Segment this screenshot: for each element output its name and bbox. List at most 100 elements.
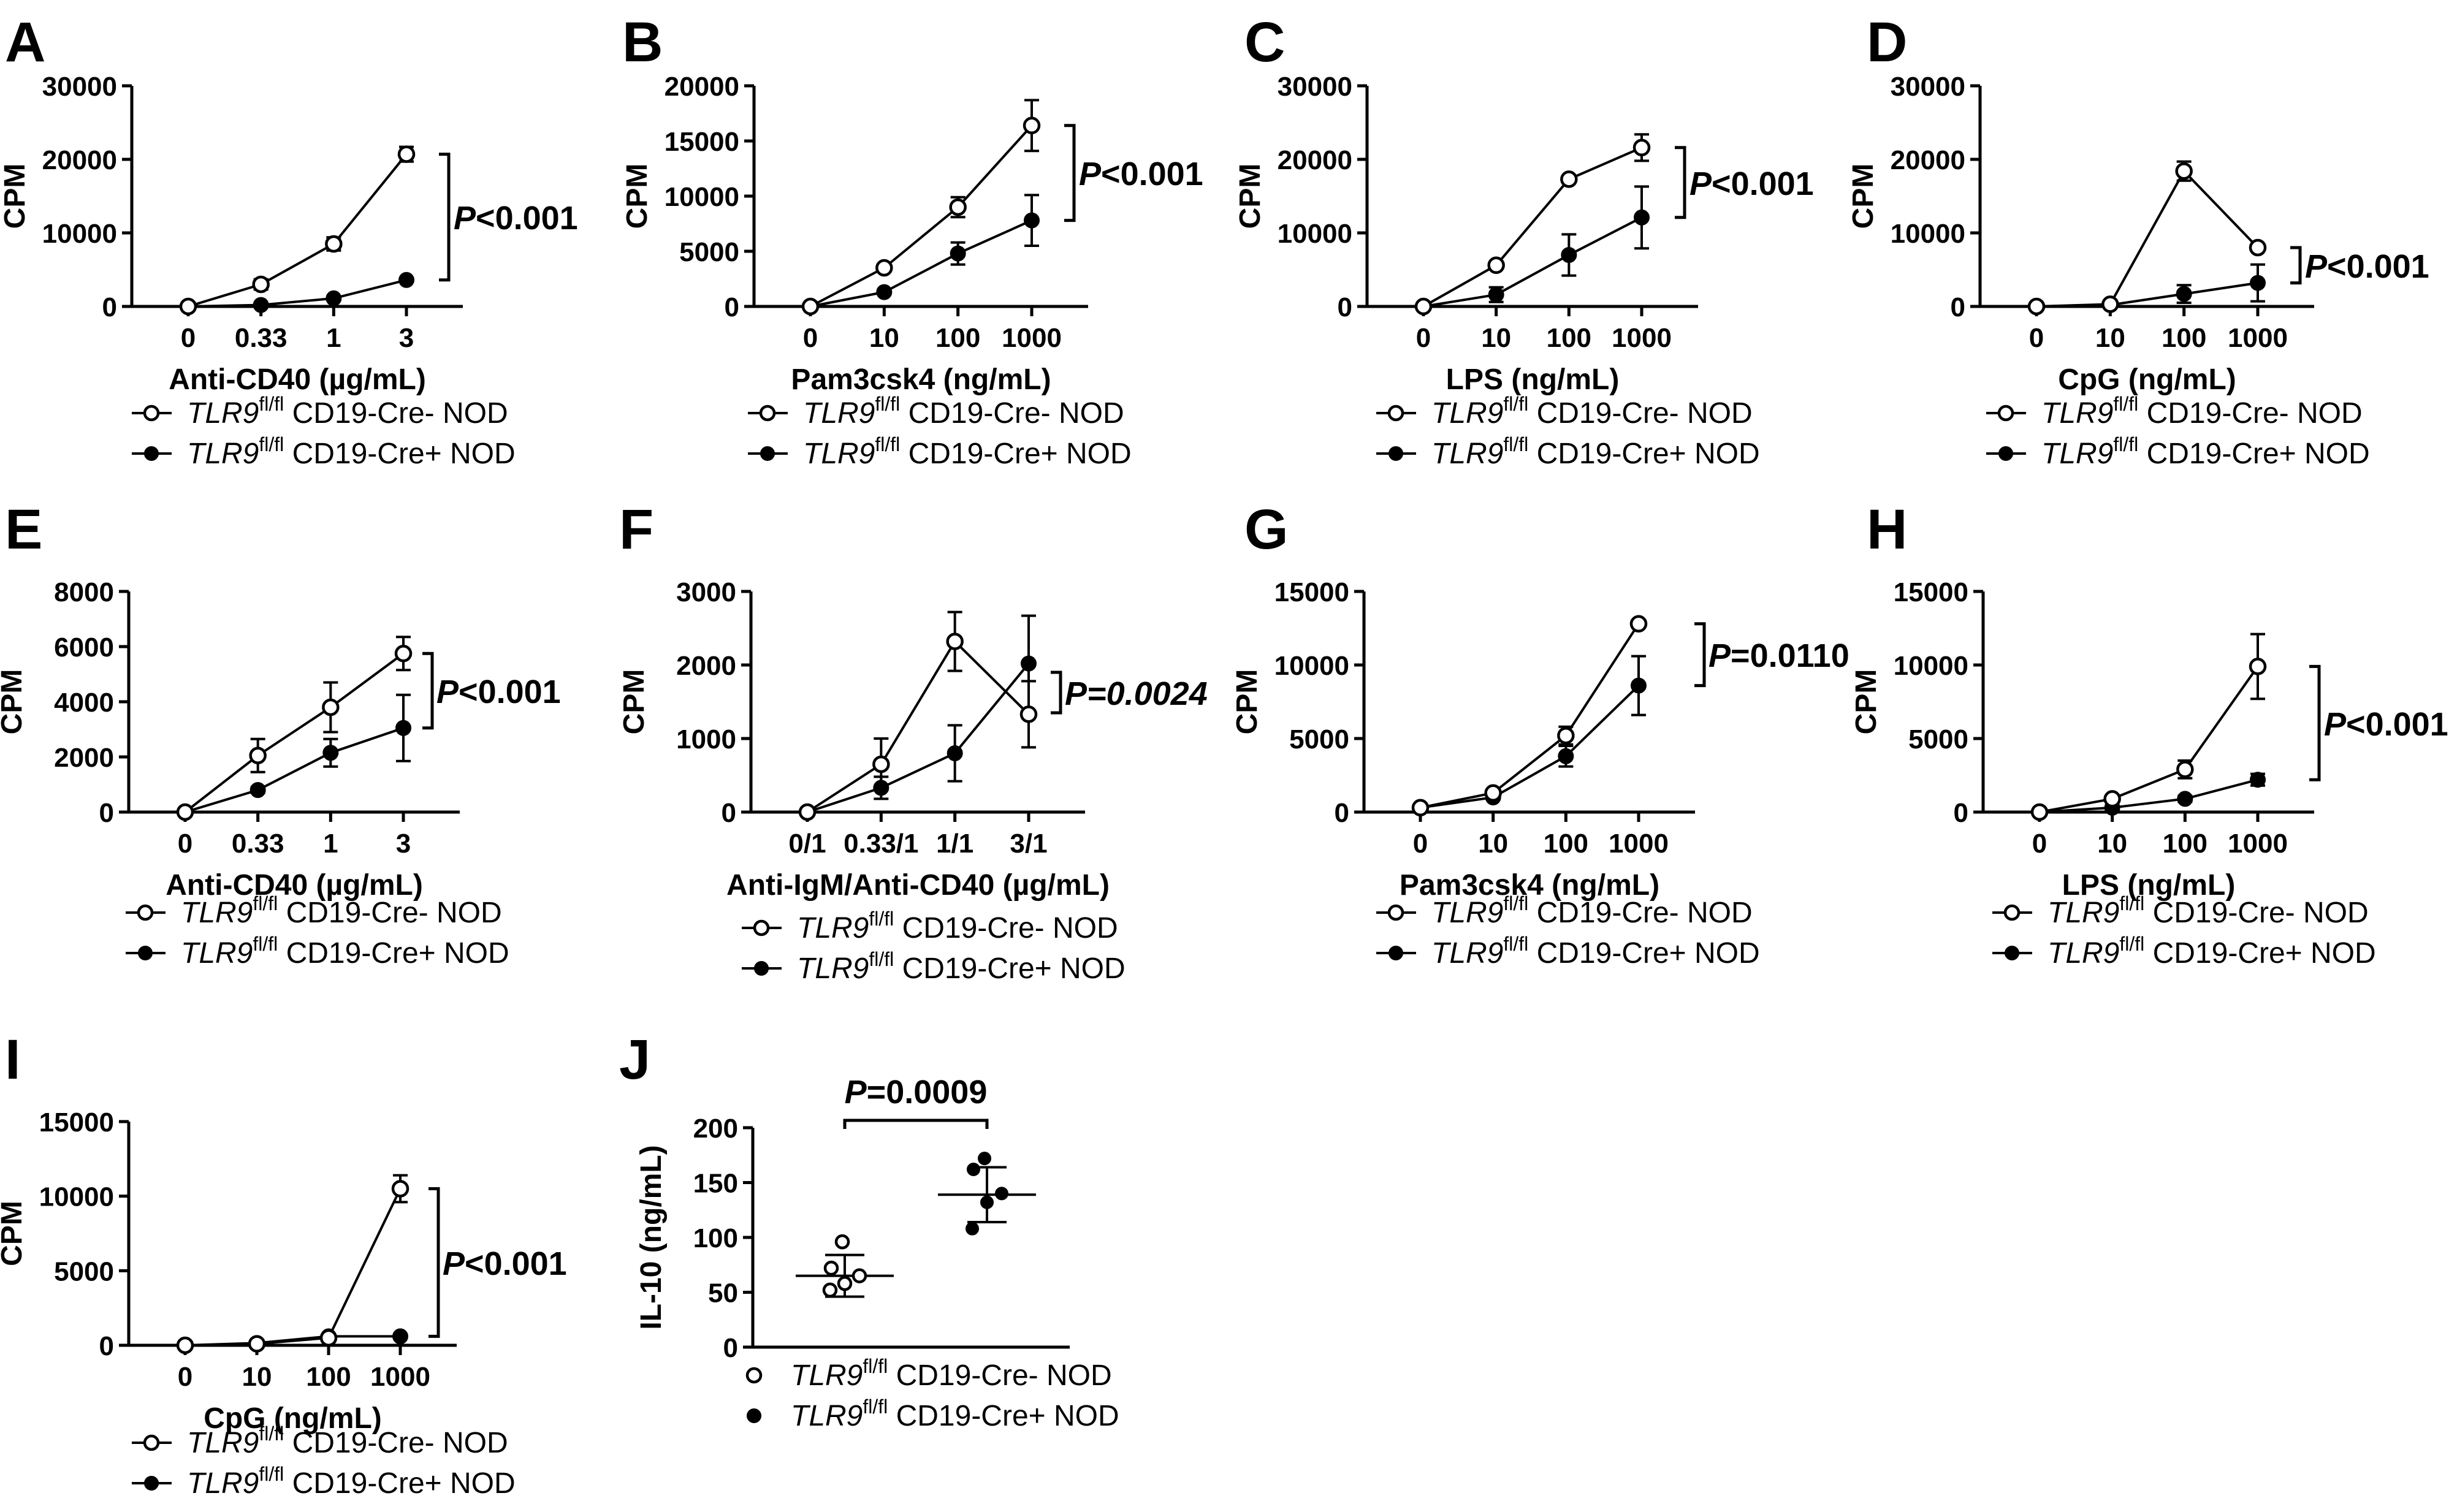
p-value-label: P<0.001: [1079, 156, 1203, 192]
y-tick-label: 15000: [1894, 577, 1968, 607]
legend-entry-cre-negative: TLR9fl/fl CD19-Cre- NOD: [748, 393, 1124, 430]
significance-bracket: [843, 1119, 989, 1129]
p-value-letter: P: [1689, 165, 1712, 202]
x-tick-label: 10: [1478, 829, 1508, 859]
x-tick-label: 100: [306, 1362, 351, 1392]
legend-entry-cre-negative: TLR9fl/fl CD19-Cre- NOD: [1376, 892, 1753, 929]
legend-superscript-text: fl/fl: [1503, 393, 1528, 415]
y-tick-label: 15000: [665, 127, 739, 157]
series-line: [807, 663, 1030, 813]
panel-letter-b: B: [622, 11, 663, 74]
legend-entry-cre-negative: TLR9fl/fl CD19-Cre- NOD: [132, 1423, 508, 1459]
legend-closed-circle-marker: [747, 1408, 761, 1423]
data-point: [2176, 761, 2194, 778]
panel-letter-j: J: [619, 1028, 650, 1091]
y-tick-label: 50: [708, 1278, 738, 1309]
legend-entry-cre-negative: TLR9fl/fl CD19-Cre- NOD: [1992, 892, 2369, 929]
x-tick-label: 0: [2032, 829, 2047, 859]
y-tick-label: 20000: [42, 145, 117, 175]
x-axis-label: Pam3csk4 (ng/mL): [1400, 869, 1659, 902]
x-tick-label: 0: [1416, 323, 1431, 353]
legend-group-text: CD19-Cre- NOD: [1528, 897, 1752, 929]
y-tick-label: 4000: [54, 688, 114, 718]
significance-bracket: [2309, 664, 2321, 781]
y-tick-label: 10000: [39, 1182, 114, 1212]
legend-open-circle-marker: [2003, 904, 2021, 921]
data-point: [392, 1328, 408, 1345]
legend-superscript-text: fl/fl: [863, 1396, 888, 1418]
data-point: [2101, 295, 2119, 313]
series-line: [184, 652, 405, 813]
p-value-letter: P: [1708, 637, 1731, 674]
legend-superscript-text: fl/fl: [259, 433, 284, 455]
legend-group-text: CD19-Cre+ NOD: [2144, 937, 2375, 970]
data-point: [837, 1275, 853, 1291]
y-tick-label: 0: [1954, 798, 1968, 828]
p-value-label: P<0.001: [2324, 706, 2448, 743]
data-point: [322, 698, 340, 716]
series-line: [185, 1188, 402, 1347]
data-point: [851, 1268, 867, 1283]
panel-f: F 0 1000 2000 3000 CPM 0/1 0.33/1 1/1 3/1 Anti-IgM…: [618, 498, 1208, 902]
legend-closed-circle-marker: [754, 961, 769, 976]
data-point: [822, 1282, 838, 1298]
series-cre-negative: [2027, 160, 2267, 316]
legend-entry-cre-positive: TLR9fl/fl CD19-Cre+ NOD: [132, 433, 516, 470]
x-tick-label: 100: [2162, 323, 2206, 353]
data-point: [872, 755, 890, 773]
legend-entry-cre-negative: TLR9fl/fl CD19-Cre- NOD: [1376, 393, 1753, 430]
data-point: [326, 290, 342, 306]
series-cre-positive: [177, 693, 411, 820]
p-value-text: <0.001: [459, 674, 561, 710]
y-tick-label: 0: [725, 292, 739, 322]
data-point: [1631, 677, 1647, 694]
series-cre-positive: [799, 614, 1037, 820]
legend-label: TLR9fl/fl CD19-Cre+ NOD: [791, 1396, 1119, 1432]
panel-letter-a: A: [5, 11, 45, 74]
p-value-label: P<0.001: [443, 1245, 567, 1282]
panel-letter-i: I: [5, 1028, 21, 1091]
legend-superscript-text: fl/fl: [2119, 933, 2144, 955]
legend-superscript-text: fl/fl: [869, 948, 894, 970]
legend-label: TLR9fl/fl CD19-Cre- NOD: [2041, 393, 2363, 430]
legend-label: TLR9fl/fl CD19-Cre+ NOD: [797, 948, 1126, 985]
legend-entry-cre-positive: TLR9fl/fl CD19-Cre+ NOD: [748, 433, 1132, 470]
legend-superscript-text: fl/fl: [259, 1423, 284, 1445]
data-point: [1024, 212, 1040, 229]
data-point: [1558, 748, 1574, 764]
series-line: [806, 639, 1030, 813]
legend-gene-text: TLR9: [1431, 937, 1503, 970]
data-point: [1487, 256, 1505, 275]
data-point: [1561, 247, 1577, 263]
x-axis-label: CpG (ng/mL): [204, 1402, 382, 1435]
series-cre-negative: [801, 99, 1041, 316]
p-value-text: =0.0024: [1087, 675, 1208, 712]
x-tick-label: 10: [2097, 829, 2127, 859]
data-point: [1019, 705, 1038, 723]
y-tick-label: 10000: [42, 219, 117, 249]
data-point: [947, 745, 963, 761]
data-point: [2250, 772, 2266, 788]
panel-j: J 0 50 100 150 200 IL-10 (ng/mL) P=0.0009: [619, 1028, 1070, 1363]
x-tick-label: 1000: [1002, 323, 1062, 353]
series-cre-negative: [179, 145, 416, 316]
y-tick-label: 2000: [676, 651, 736, 681]
legend-superscript-text: fl/fl: [1503, 892, 1528, 914]
y-tick-label: 100: [693, 1223, 738, 1253]
legend-entry-cre-negative: TLR9fl/fl CD19-Cre- NOD: [132, 393, 508, 430]
p-value-label: P=0.0024: [1065, 675, 1208, 712]
legend-superscript-text: fl/fl: [1503, 433, 1528, 455]
legend-open-circle-marker: [1997, 405, 2014, 422]
legend-group-text: CD19-Cre+ NOD: [900, 438, 1131, 470]
series-cre-negative: [2030, 633, 2267, 821]
x-tick-label: 0.33/1: [844, 829, 918, 859]
group-cre-negative: [796, 1234, 894, 1298]
series-line: [185, 726, 404, 813]
legend-superscript-text: fl/fl: [863, 1355, 888, 1377]
legend-superscript-text: fl/fl: [1503, 933, 1528, 955]
panel-e: E 0 2000 4000 6000 8000 CPM 0 0.33 1 3 Anti-CD40 (µ…: [0, 498, 561, 902]
series-cre-positive: [1412, 655, 1647, 816]
p-value-text: <0.001: [1712, 165, 1814, 202]
p-value-text: <0.001: [476, 200, 578, 237]
legend-group-text: CD19-Cre- NOD: [278, 897, 501, 929]
